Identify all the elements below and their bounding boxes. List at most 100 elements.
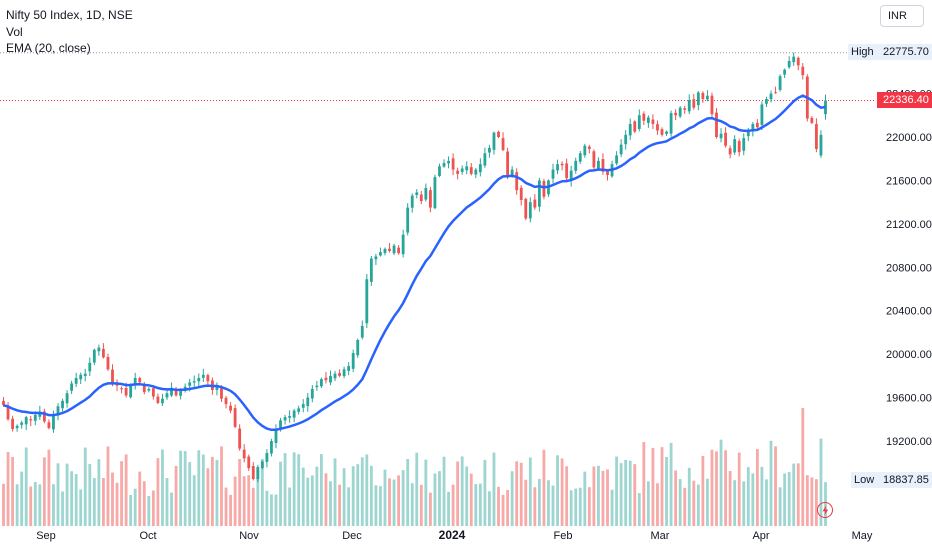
volume-bar xyxy=(292,452,296,526)
y-axis[interactable]: 19200.00 19600.00 20000.00 20400.00 20800.00… xyxy=(886,89,932,448)
volume-bar xyxy=(569,490,573,526)
volume-bar xyxy=(52,484,55,526)
candle-body xyxy=(506,151,510,175)
volume-bar xyxy=(410,483,414,526)
candle-body xyxy=(646,117,650,123)
candle-body xyxy=(642,113,646,121)
volume-bar xyxy=(656,483,659,526)
volume-bar xyxy=(742,481,746,526)
volume-bar xyxy=(669,442,673,526)
volume-bar xyxy=(224,487,228,526)
candle-body xyxy=(247,456,251,469)
candle-body xyxy=(365,279,369,324)
legend-symbol[interactable]: Nifty 50 Index, 1D, NSE xyxy=(6,8,133,22)
candle-body xyxy=(488,147,491,153)
candle-body xyxy=(165,393,169,398)
x-tick-label: Sep xyxy=(36,530,56,542)
candle-body xyxy=(347,366,351,371)
volume-bar xyxy=(156,458,160,526)
candle-body xyxy=(161,398,164,404)
candle-body xyxy=(451,158,455,170)
volume-bar xyxy=(138,471,142,526)
volume-bar xyxy=(369,465,373,526)
candle-body xyxy=(428,190,432,208)
volume-bar xyxy=(765,479,768,526)
candle-body xyxy=(102,348,105,358)
volume-bar xyxy=(724,450,727,526)
volume-bar xyxy=(587,487,591,526)
lightning-bolt-icon[interactable] xyxy=(817,502,833,518)
volume-bar xyxy=(374,485,378,526)
volume-bar xyxy=(220,446,223,526)
volume-bar xyxy=(38,484,42,526)
candle-body xyxy=(483,153,487,166)
candle-body xyxy=(728,148,732,155)
currency-button[interactable]: INR xyxy=(880,5,924,27)
candle-body xyxy=(656,124,659,131)
candle-body xyxy=(306,397,310,407)
candle-body xyxy=(778,76,782,90)
candle-body xyxy=(270,441,273,454)
candle-body xyxy=(397,247,401,254)
candle-body xyxy=(120,388,123,390)
volume-bar xyxy=(161,449,164,526)
volume-bar xyxy=(210,456,214,526)
volume-bar xyxy=(660,447,664,526)
candle-body xyxy=(138,378,142,383)
candle-body xyxy=(238,428,242,449)
volume-bar xyxy=(488,491,491,526)
volume-bar xyxy=(524,479,528,526)
candle-body xyxy=(288,416,292,418)
volume-bar xyxy=(47,449,51,526)
legend-ema[interactable]: EMA (20, close) xyxy=(6,41,91,55)
volume-bar xyxy=(706,478,709,526)
volume-bar xyxy=(478,483,482,526)
high-value: 22775.70 xyxy=(877,44,932,60)
candle-body xyxy=(401,234,405,255)
volume-bar xyxy=(815,479,818,526)
volume-bar xyxy=(170,492,173,526)
volume-bar xyxy=(279,461,282,526)
candle-body xyxy=(33,414,37,421)
candle-body xyxy=(478,164,482,173)
volume-bar xyxy=(519,462,523,526)
volume-bars xyxy=(2,408,827,526)
volume-bar xyxy=(347,487,351,526)
volume-bar xyxy=(560,458,564,526)
y-tick-label: 19600.00 xyxy=(886,393,932,405)
candle-body xyxy=(687,100,691,112)
x-axis[interactable]: Sep Oct Nov Dec 2024 Feb Mar Apr May xyxy=(36,528,873,542)
candle-body xyxy=(79,374,83,380)
candle-body xyxy=(801,66,805,76)
candle-body xyxy=(56,406,60,416)
candle-body xyxy=(147,388,151,391)
volume-bar xyxy=(678,479,682,526)
candle-body xyxy=(319,379,323,387)
volume-bar xyxy=(737,452,741,526)
volume-bar xyxy=(301,467,305,526)
candle-body xyxy=(796,57,800,66)
candle-body xyxy=(310,388,314,399)
candle-body xyxy=(20,422,24,425)
legend-volume[interactable]: Vol xyxy=(6,24,23,39)
volume-bar xyxy=(392,479,396,526)
volume-bar xyxy=(24,447,28,526)
candle-body xyxy=(637,115,641,129)
candle-body xyxy=(733,139,737,153)
candle-body xyxy=(206,375,210,382)
candle-body xyxy=(665,131,668,134)
candle-body xyxy=(678,107,682,117)
volume-bar xyxy=(342,468,346,526)
volume-bar xyxy=(360,457,364,526)
volume-bar xyxy=(578,487,582,526)
candle-body xyxy=(810,117,814,123)
candle-body xyxy=(215,385,219,390)
candle-body xyxy=(533,199,537,208)
candle-body xyxy=(97,347,101,352)
candle-body xyxy=(133,378,137,385)
candle-body xyxy=(701,92,705,99)
volume-bar xyxy=(151,490,155,526)
ema-line xyxy=(3,94,826,432)
candle-body xyxy=(88,362,92,372)
